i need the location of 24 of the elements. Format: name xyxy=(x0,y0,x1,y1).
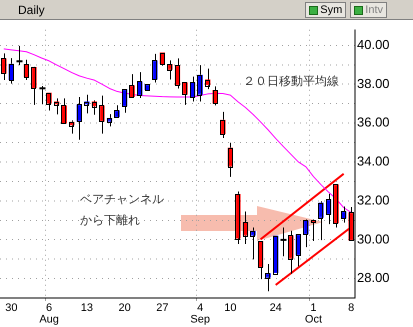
y-tick-label: 28.00 xyxy=(357,270,390,286)
y-tick-label: 40.00 xyxy=(357,36,390,52)
candlestick xyxy=(167,60,173,80)
text: Intv xyxy=(365,4,383,16)
x-tick-label: 27 xyxy=(156,302,169,314)
x-tick-label: 10 xyxy=(224,302,236,314)
annotation: ２０日移動平均線 xyxy=(243,74,340,88)
x-tick-label: 8 xyxy=(348,302,354,314)
x-tick-label: 30 xyxy=(5,302,18,314)
y-tick-label: 36.00 xyxy=(357,114,390,130)
annotation: から下離れ xyxy=(80,213,140,228)
text: Sym xyxy=(320,4,342,16)
x-tick-label: 20 xyxy=(118,302,131,314)
y-tick-label: 30.00 xyxy=(357,231,390,246)
x-tick-label: 4 Sep xyxy=(190,302,210,326)
chart-title: Daily xyxy=(18,3,45,17)
x-tick-label: 24 xyxy=(270,302,282,314)
y-tick-label: 34.00 xyxy=(357,154,390,169)
y-tick-label: 38.00 xyxy=(357,76,390,91)
x-tick-label: 6 Aug xyxy=(39,302,59,326)
y-tick-label: 32.00 xyxy=(357,192,390,208)
annotation: ベアチャンネル xyxy=(80,192,164,206)
x-tick-label: 1 Oct xyxy=(304,302,322,326)
x-tick-label: 13 xyxy=(80,302,93,314)
